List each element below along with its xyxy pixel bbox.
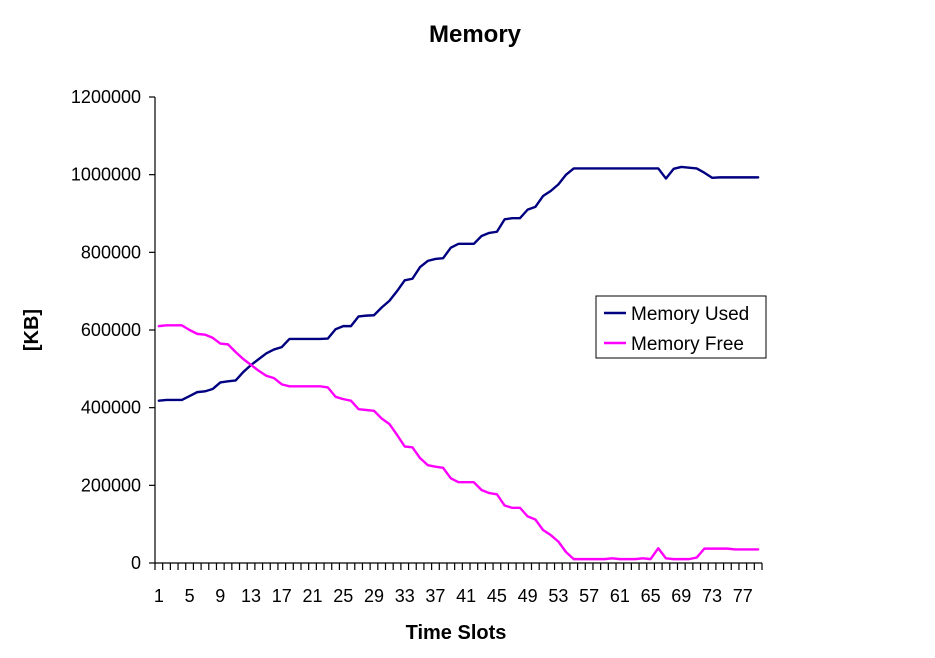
x-tick-label: 33 <box>395 586 415 606</box>
x-tick-label: 37 <box>425 586 445 606</box>
y-axis-label: [KB] <box>21 309 43 351</box>
x-tick-label: 45 <box>487 586 507 606</box>
x-tick-label: 41 <box>456 586 476 606</box>
series-layer <box>157 165 760 561</box>
x-tick-label: 9 <box>215 586 225 606</box>
x-tick-label: 21 <box>302 586 322 606</box>
y-tick-label: 1200000 <box>71 87 141 107</box>
y-tick-label: 600000 <box>81 320 141 340</box>
x-tick-label: 61 <box>610 586 630 606</box>
x-tick-label: 49 <box>518 586 538 606</box>
axes: 0 200000 400000 600000 800000 1000000 1200000 1… <box>71 87 763 606</box>
x-tick-label: 77 <box>733 586 753 606</box>
x-tick-label: 69 <box>671 586 691 606</box>
x-tick-label: 1 <box>154 586 164 606</box>
x-tick-label: 29 <box>364 586 384 606</box>
y-tick-label: 800000 <box>81 242 141 262</box>
series-line-memory-used <box>157 165 760 402</box>
x-tick-label: 5 <box>185 586 195 606</box>
x-tick-label: 53 <box>548 586 568 606</box>
x-tick-label: 73 <box>702 586 722 606</box>
x-tick-label: 25 <box>333 586 353 606</box>
legend-box <box>595 295 767 359</box>
y-tick-label: 1000000 <box>71 165 141 185</box>
y-tick-label: 200000 <box>81 475 141 495</box>
x-axis-label: Time Slots <box>406 622 507 644</box>
y-tick-label: 400000 <box>81 398 141 418</box>
x-tick-label: 17 <box>272 586 292 606</box>
x-tick-label: 57 <box>579 586 599 606</box>
legend-entry: Memory Free <box>631 334 744 355</box>
y-tick-label: 0 <box>131 553 141 573</box>
legend-entry: Memory Used <box>631 304 749 325</box>
series-line-memory-free <box>157 324 760 561</box>
legend: Memory Used Memory Free <box>595 295 767 359</box>
x-tick-label: 65 <box>641 586 661 606</box>
chart-title: Memory <box>429 21 522 48</box>
x-tick-label: 13 <box>241 586 261 606</box>
